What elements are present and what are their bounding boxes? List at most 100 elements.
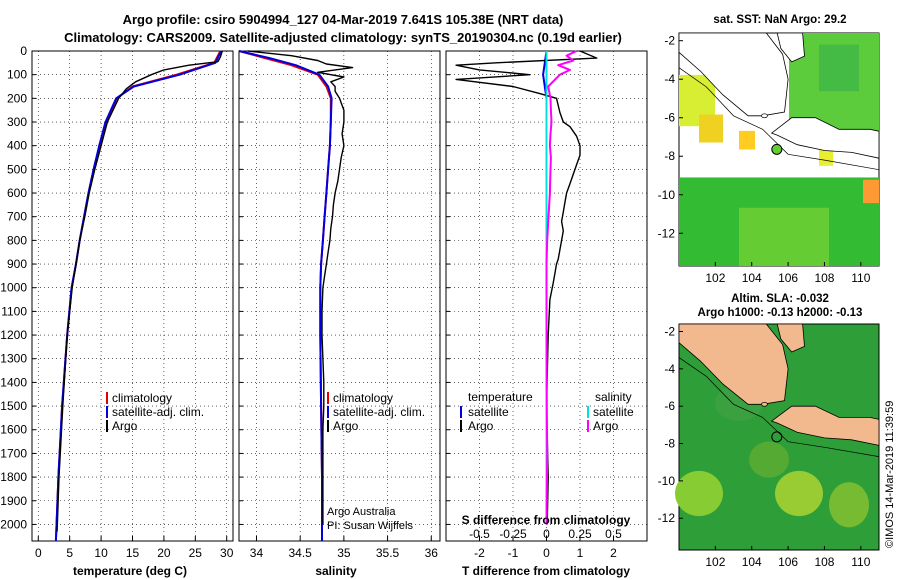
x-tick-label: 20 [157,546,171,560]
land-java [770,117,880,159]
depth-tick-label: 1100 [1,304,27,318]
temperature-plot: 0 5 10 15 20 25 30 [32,50,234,560]
legend-swatch-sal-satellite [587,406,589,418]
sst-patch [699,114,723,143]
lat-tick-label: -10 [658,188,676,202]
legend-swatch-argo [106,420,108,432]
legend-heading-temperature: temperature [468,390,533,404]
lat-tick-label: -10 [658,474,676,488]
series-line-satellite-adj-clim- [54,50,223,542]
depth-tick-label: 300 [7,115,27,129]
legend-label-satellite: satellite-adj. clim. [112,405,204,419]
depth-tick-label: 200 [7,91,27,105]
lat-tick-label: -2 [664,324,675,338]
imos-watermark: ©IMOS 14-Mar-2019 11:39:59 [884,401,896,548]
depth-tick-label: 1200 [0,328,27,342]
sst-patch [819,149,833,166]
bathymetry-contour [678,357,880,457]
difference-plot: -2 -1 0 1 2 [446,50,647,560]
lon-tick-label: 110 [851,555,870,569]
lat-tick-label: -8 [664,437,675,451]
depth-tick-label: 700 [7,210,27,224]
depth-tick-label: 1900 [0,494,27,508]
x-tick-label: 1 [577,546,584,560]
land-bangka [776,323,805,353]
lat-tick-label: -12 [658,511,676,525]
depth-tick-label: 100 [7,68,27,82]
series-line-argo [247,50,354,525]
depth-tick-label: 1700 [0,446,27,460]
x-tick-label: 34.5 [288,546,312,560]
salinity-legend: climatology satellite-adj. clim. Argo [327,391,425,433]
series-line-salinity-argo [545,50,578,525]
depth-axis: 0 100 200 300 400 500 600 700 800 900 1000 1100 1200… [0,44,27,531]
legend-swatch-sal-argo [587,420,589,432]
argo-float-marker [771,431,783,443]
s-tick-label: 0.5 [605,527,622,541]
legend-label-argo: Argo [333,419,359,433]
lat-tick-label: -2 [664,34,675,48]
legend-label-climatology: climatology [112,391,172,405]
x-tick-label: 35.5 [376,546,400,560]
difference-legend: temperature salinity satellite Argo sate… [460,390,634,433]
x-tick-label: 5 [66,546,73,560]
argo-float-marker [771,143,783,155]
x-tick-label: 10 [94,546,108,560]
figure-title-line2: Climatology: CARS2009. Satellite-adjuste… [64,30,622,45]
x-tick-label: 15 [126,546,140,560]
s-difference-axis-label: S difference from climatology [462,513,631,527]
legend-swatch-climatology [327,392,329,404]
depth-tick-label: 1400 [0,375,27,389]
depth-tick-label: 600 [7,186,27,200]
legend-label-temp-satellite: satellite [468,405,509,419]
lon-tick-label: 108 [814,555,834,569]
depth-tick-label: 800 [7,233,27,247]
sla-patch [749,441,789,478]
temperature-legend: climatology satellite-adj. clim. Argo [106,391,204,433]
x-tick-label: 25 [189,546,203,560]
x-tick-label: -2 [474,546,485,560]
x-tick-label: -1 [508,546,519,560]
legend-swatch-temp-satellite [460,406,462,418]
depth-tick-label: 1800 [0,470,27,484]
lat-tick-label: -4 [664,362,675,376]
legend-label-argo: Argo [112,419,138,433]
s-tick-label: -0.25 [499,527,527,541]
lat-tick-label: -6 [664,111,675,125]
lon-tick-label: 106 [778,555,798,569]
x-tick-label: 30 [220,546,234,560]
legend-label-sal-satellite: satellite [593,405,634,419]
legend-label-climatology: climatology [333,391,393,405]
lon-tick-label: 104 [742,271,762,285]
sla-patch [829,482,869,528]
series-line-climatology [54,50,222,542]
series-line-climatology [238,50,332,541]
credit-line2: PI: Susan Wijffels [327,520,413,532]
x-tick-label: 2 [610,546,617,560]
x-tick-label: 36 [425,546,439,560]
x-tick-label: 0 [543,546,550,560]
lat-tick-label: -4 [664,72,675,86]
sla-map-title-line1: Altim. SLA: -0.032 [731,293,829,305]
lon-tick-label: 102 [705,555,725,569]
depth-tick-label: 1300 [0,352,27,366]
sst-map: -2 -4 -6 -8 -10 -12 102 104 106 108 110 [658,32,880,285]
series-line-argo [56,50,223,532]
lon-tick-label: 110 [851,271,870,285]
lat-tick-label: -12 [658,226,676,240]
sla-patch [775,470,823,517]
depth-tick-label: 500 [7,162,27,176]
sla-map: -2 -4 -6 -8 -10 -12 102 104 106 108 110 [658,323,880,569]
x-tick-label: 35 [337,546,351,560]
series-line-temperature-argo [455,50,598,525]
depth-tick-label: 1000 [0,281,27,295]
salinity-axis-label: salinity [315,564,357,578]
island [761,401,768,407]
sst-patch [863,179,879,204]
sst-patch [739,130,755,150]
s-tick-label: 0.25 [568,527,592,541]
legend-heading-salinity: salinity [595,390,632,404]
x-tick-label: 0 [35,546,42,560]
sst-patch [739,207,829,266]
